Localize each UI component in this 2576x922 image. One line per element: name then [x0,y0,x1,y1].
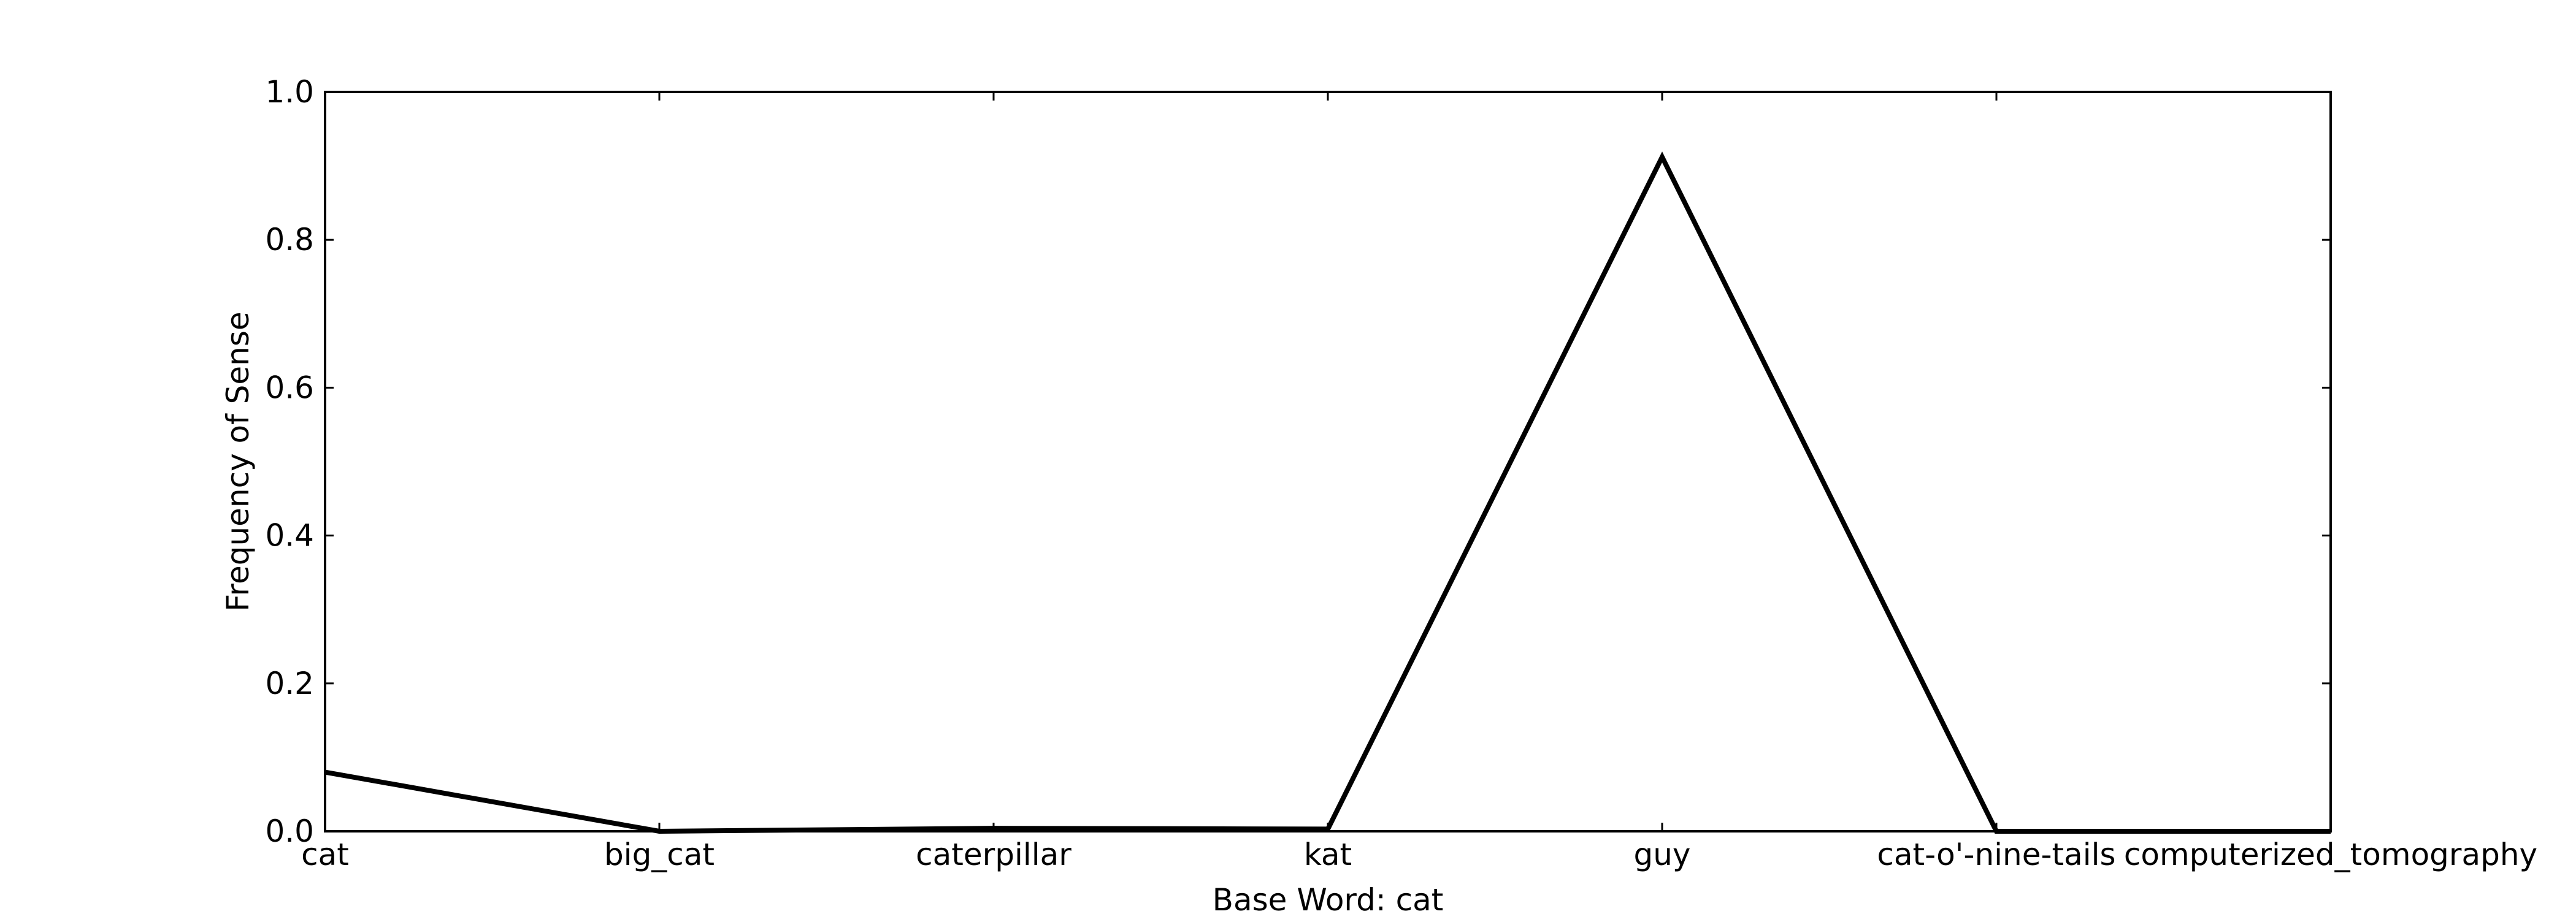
y-axis-label: Frequency of Sense [220,311,256,611]
x-tick-label: caterpillar [916,837,1071,872]
plot-area [325,92,2331,831]
x-tick-label: cat [301,837,349,872]
x-tick-label: computerized_tomography [2124,837,2537,872]
y-tick-label: 0.4 [265,518,314,554]
y-tick-label: 0.6 [265,370,314,405]
y-tick-label: 0.8 [265,222,314,257]
y-tick-label: 0.2 [265,666,314,701]
x-tick-label: cat-o'-nine-tails [1877,837,2115,872]
x-tick-label: kat [1304,837,1352,872]
x-tick-label: guy [1633,837,1690,872]
x-axis-label: Base Word: cat [1213,882,1444,918]
x-tick-label: big_cat [604,837,715,872]
y-tick-label: 1.0 [265,74,314,110]
